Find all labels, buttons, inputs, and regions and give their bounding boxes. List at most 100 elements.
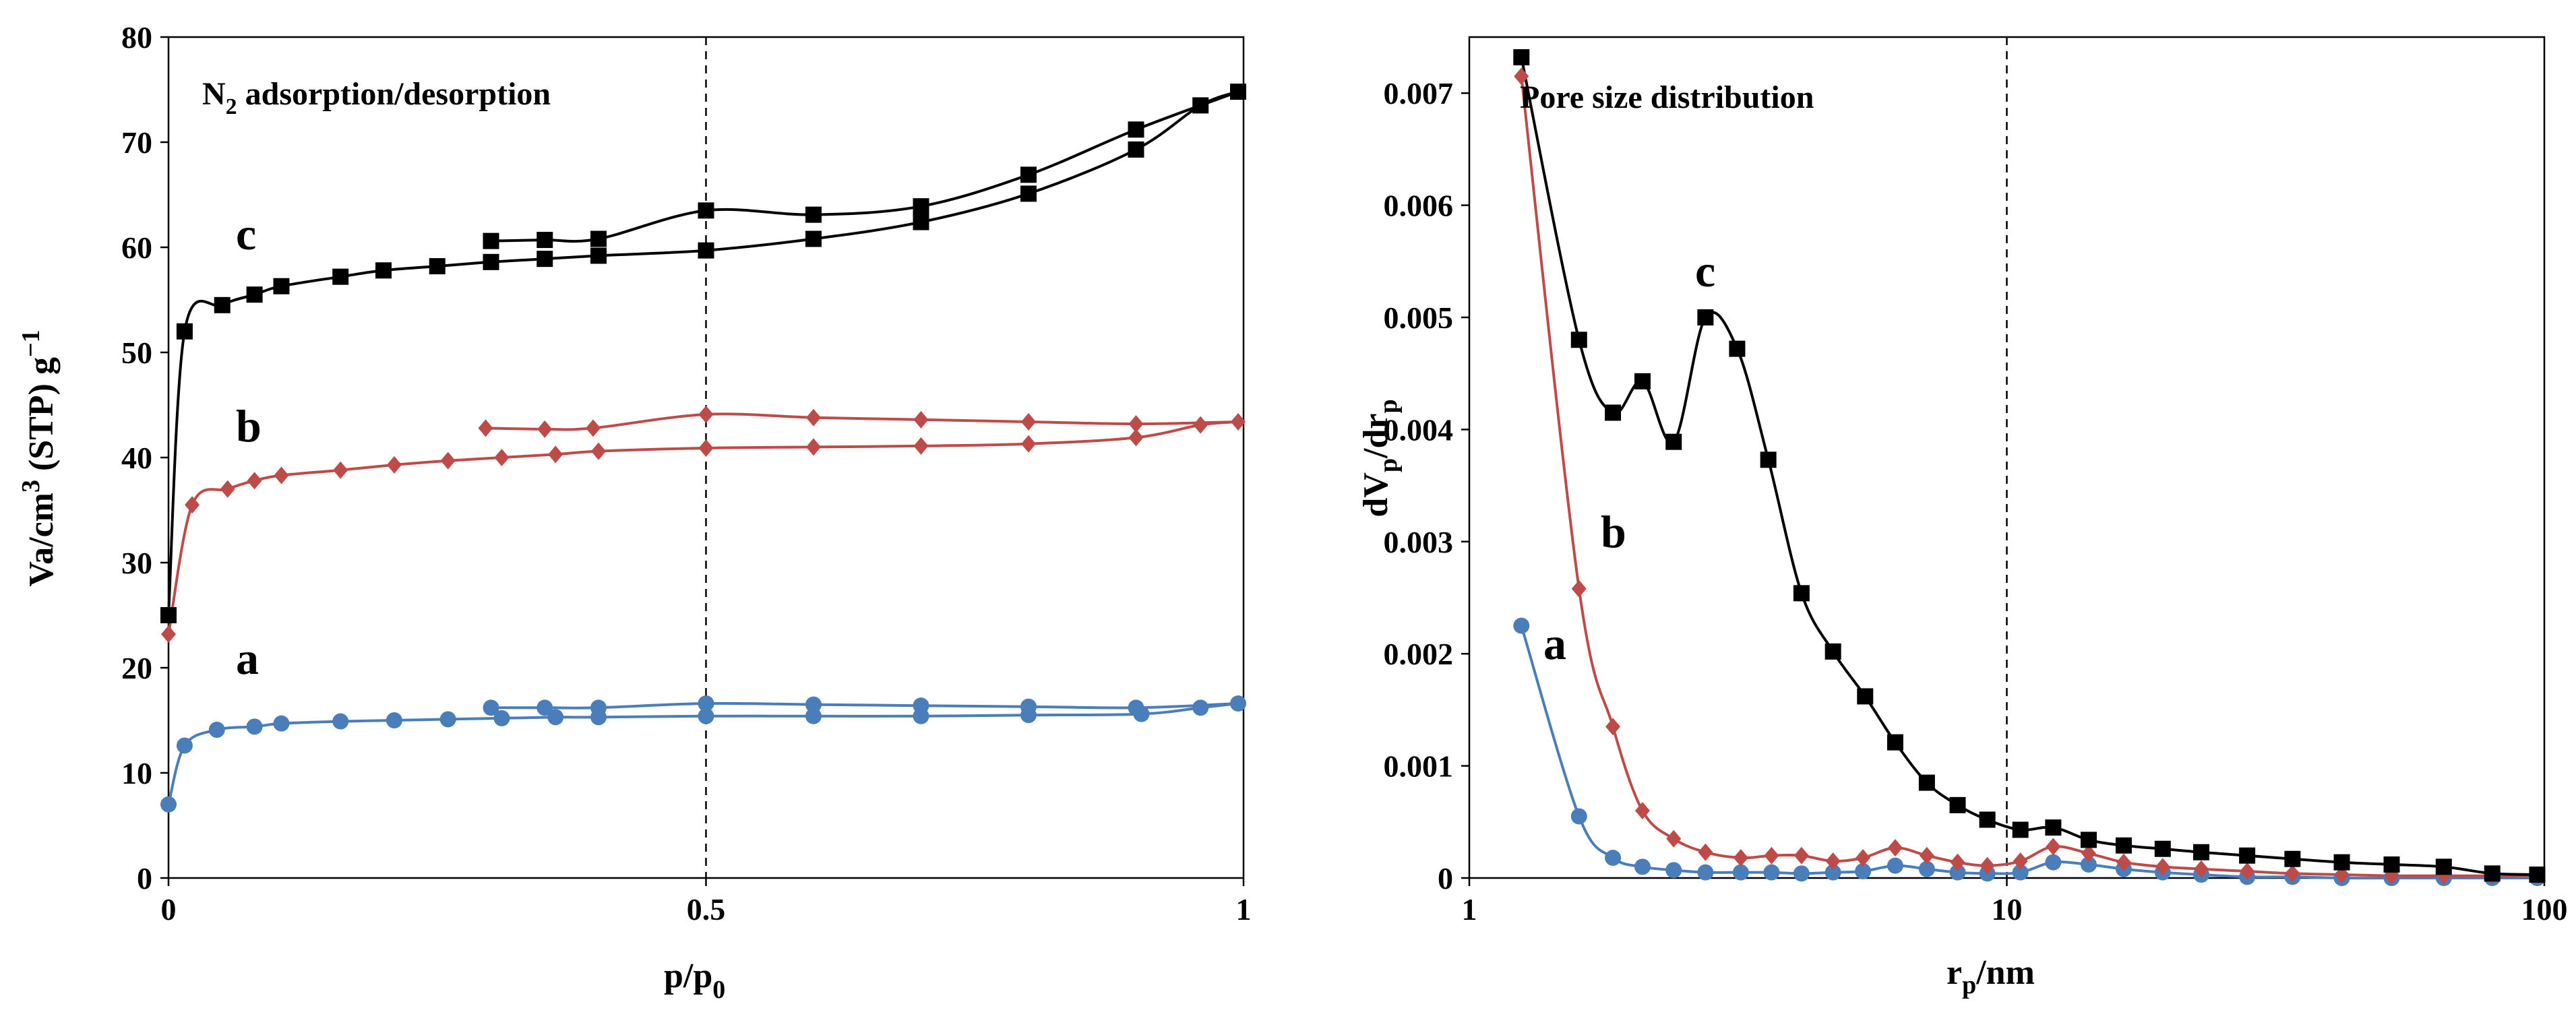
pore-y-axis-title: dVp/drp — [1357, 399, 1403, 517]
pore-point-b — [1980, 856, 1995, 875]
pore-point-c — [1857, 688, 1874, 705]
isotherm-point-b — [1128, 429, 1144, 447]
pore-x-axis-title: rp/nm — [1946, 953, 2035, 999]
isotherm-y-tick-label: 0 — [137, 861, 152, 896]
isotherm-point-a — [483, 699, 499, 716]
pore-point-c — [2115, 837, 2132, 854]
pore-y-tick-label: 0.001 — [1384, 749, 1454, 784]
pore-line-b — [1520, 75, 2538, 877]
isotherm-point-c — [1020, 166, 1037, 183]
pore-point-b — [2046, 838, 2061, 856]
pore-x-axis: 1 10 100 — [1462, 878, 2568, 927]
pore-point-a — [1855, 863, 1872, 880]
pore-point-c — [1918, 774, 1935, 791]
pore-point-b — [1919, 846, 1934, 865]
isotherm-point-b — [591, 442, 606, 460]
isotherm-adsorption-line-c — [167, 90, 1239, 616]
pore-point-b — [1764, 846, 1779, 865]
isotherm-point-c — [805, 206, 822, 223]
isotherm-point-b — [274, 466, 289, 484]
pore-point-a — [1793, 865, 1810, 882]
isotherm-point-b — [440, 451, 456, 470]
pore-point-b — [2081, 844, 2096, 862]
isotherm-point-c — [160, 607, 177, 623]
isotherm-point-a — [547, 709, 564, 726]
isotherm-point-a — [246, 718, 263, 735]
isotherm-x-tick-label: 0.5 — [687, 892, 726, 927]
pore-point-b — [1856, 849, 1871, 867]
pore-point-c — [1760, 451, 1777, 468]
isotherm-point-b — [1128, 415, 1144, 433]
pore-point-b — [2285, 865, 2300, 883]
isotherm-y-axis-title: Va/cm3 (STP) g−1 — [17, 330, 61, 586]
isotherm-point-b — [806, 408, 821, 427]
pore-point-b — [1950, 853, 1965, 871]
isotherm-y-axis: 0 10 20 30 40 50 60 70 80 — [121, 20, 168, 896]
isotherm-point-b — [586, 419, 601, 437]
pore-point-a — [1949, 864, 1966, 881]
pore-point-a — [1887, 857, 1903, 874]
pore-point-c — [1605, 404, 1622, 421]
pore-y-tick-label: 0.005 — [1384, 301, 1454, 335]
isotherm-point-a — [208, 722, 225, 739]
isotherm-point-a — [913, 697, 929, 714]
isotherm-desorption-line-b — [485, 412, 1239, 431]
isotherm-y-tick-label: 20 — [121, 651, 152, 685]
pore-label-b: b — [1601, 506, 1626, 557]
isotherm-point-b — [1193, 416, 1208, 434]
pore-point-b — [2116, 853, 2131, 871]
pore-line-c — [1520, 57, 2538, 876]
pore-point-a — [1605, 850, 1622, 867]
pore-point-b — [2193, 860, 2209, 878]
pore-y-tick-label: 0.006 — [1384, 189, 1454, 223]
isotherm-point-a — [160, 796, 177, 813]
pore-point-c — [1665, 433, 1682, 450]
isotherm-y-tick-label: 70 — [121, 125, 152, 160]
pore-point-c — [2383, 856, 2400, 873]
isotherm-y-tick-label: 10 — [121, 756, 152, 790]
pore-point-c — [2080, 832, 2097, 848]
isotherm-point-c — [1020, 185, 1037, 202]
isotherm-point-b — [537, 420, 553, 438]
pore-point-c — [2484, 865, 2501, 882]
pore-point-b — [1698, 843, 1713, 861]
isotherm-y-tick-label: 50 — [121, 336, 152, 370]
pore-point-c — [1979, 811, 1996, 828]
isotherm-point-b — [698, 439, 714, 457]
pore-series-lines — [1520, 57, 2538, 880]
pore-point-c — [2284, 850, 2301, 867]
isotherm-point-c — [536, 251, 553, 268]
isotherm-point-c — [805, 230, 822, 247]
isotherm-point-b — [333, 461, 348, 479]
pore-point-c — [1697, 309, 1714, 325]
pore-point-b — [1571, 579, 1587, 598]
pore-point-a — [1634, 858, 1651, 875]
isotherm-label-b: b — [236, 400, 262, 451]
pore-point-c — [2529, 867, 2546, 883]
pore-point-c — [2012, 821, 2029, 838]
pore-point-a — [1665, 862, 1682, 879]
pore-point-a — [1918, 860, 1935, 877]
isotherm-point-a — [176, 737, 193, 754]
pore-point-c — [2045, 819, 2062, 836]
isotherm-point-c — [590, 247, 607, 264]
isotherm-point-c — [483, 253, 499, 270]
pore-point-c — [1513, 49, 1530, 65]
isotherm-point-c — [214, 296, 231, 313]
isotherm-y-tick-label: 80 — [121, 20, 152, 55]
isotherm-point-c — [698, 242, 714, 259]
isotherm-point-c — [1128, 141, 1144, 158]
isotherm-point-a — [493, 710, 510, 726]
pore-point-a — [2080, 856, 2097, 873]
pore-y-tick-label: 0.003 — [1384, 525, 1454, 559]
isotherm-point-a — [1128, 699, 1144, 716]
isotherm-point-c — [246, 286, 263, 303]
pore-series-markers — [1513, 49, 2546, 886]
isotherm-panel-title: N2 adsorption/desorption — [202, 76, 551, 119]
pore-point-a — [1513, 617, 1530, 634]
isotherm-point-c — [483, 232, 499, 249]
isotherm-series-markers — [160, 84, 1247, 813]
isotherm-point-b — [806, 438, 821, 456]
